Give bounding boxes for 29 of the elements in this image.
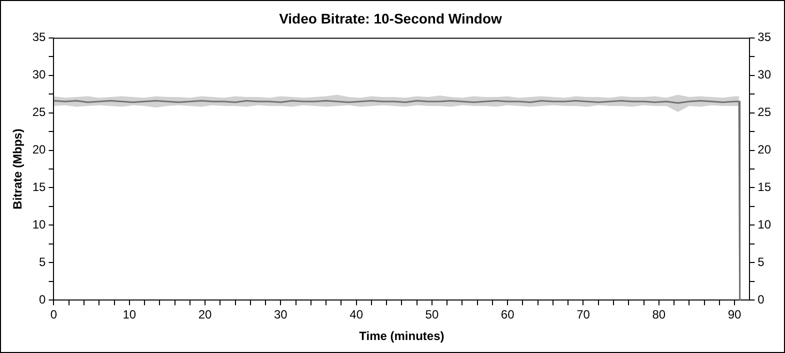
y2-tick-label: 20 (758, 142, 772, 157)
x-tick-label: 50 (425, 308, 439, 322)
x-tick-label: 80 (652, 308, 666, 322)
y-tick-label: 10 (32, 218, 46, 232)
x-tick-label: 30 (274, 308, 288, 322)
y2-tick-label: 35 (758, 30, 772, 44)
x-tick-label: 70 (576, 308, 590, 322)
y2-tick-label: 0 (758, 292, 765, 307)
x-axis-title: Time (minutes) (359, 329, 444, 344)
y-tick-label: 35 (32, 30, 46, 44)
y-tick-label: 25 (32, 105, 46, 120)
y-tick-label: 20 (32, 142, 46, 157)
y2-tick-label: 30 (758, 68, 772, 82)
y-tick-label: 30 (32, 68, 46, 82)
y2-tick-label: 25 (758, 105, 772, 120)
y2-tick-label: 15 (758, 180, 772, 194)
x-tick-label: 20 (198, 308, 212, 322)
y-tick-label: 0 (39, 292, 46, 307)
y-axis-title: Bitrate (Mbps) (10, 128, 25, 210)
x-tick-label: 0 (50, 308, 58, 322)
chart-title: Video Bitrate: 10-Second Window (279, 10, 502, 26)
y-tick-label: 5 (39, 255, 46, 270)
x-tick-label: 10 (122, 308, 136, 322)
x-tick-label: 40 (350, 308, 364, 322)
y2-tick-label: 10 (758, 218, 772, 232)
y2-tick-label: 5 (758, 255, 765, 270)
x-tick-label: 60 (500, 308, 515, 322)
x-tick-label: 90 (728, 308, 742, 322)
y-tick-label: 15 (32, 180, 46, 194)
